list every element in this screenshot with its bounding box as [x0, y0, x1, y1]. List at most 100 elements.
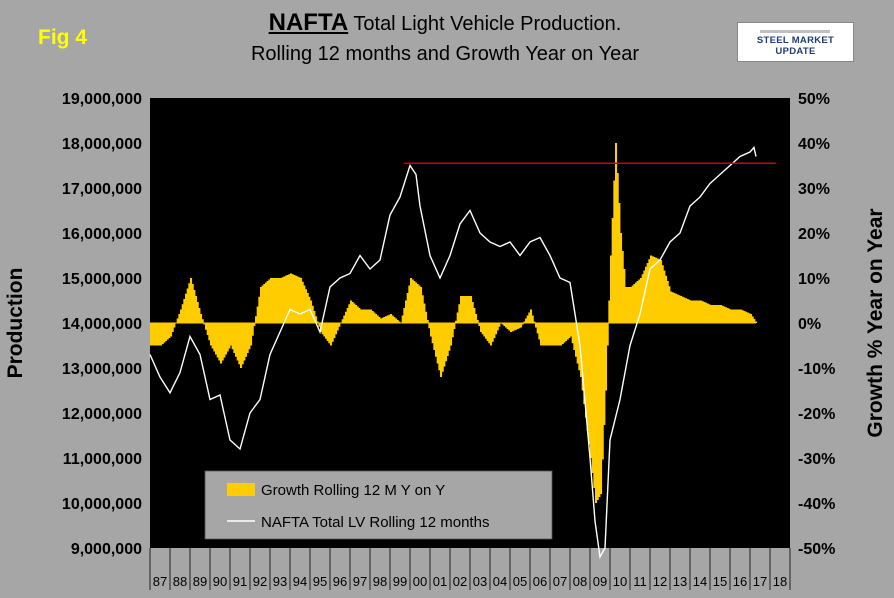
- growth-bar: [573, 323, 576, 350]
- growth-bar: [208, 323, 211, 341]
- growth-bar: [283, 276, 286, 323]
- x-tick-label: 01: [433, 574, 447, 589]
- x-tick-label: 18: [773, 574, 787, 589]
- growth-bar: [556, 323, 559, 346]
- growth-bar: [575, 323, 578, 357]
- growth-bar: [296, 276, 299, 323]
- growth-bar: [565, 323, 568, 341]
- growth-bar: [541, 323, 544, 346]
- x-tick-label: 15: [713, 574, 727, 589]
- growth-bar: [711, 305, 714, 323]
- right-axis-title: Growth % Year on Year: [864, 208, 887, 437]
- growth-bar: [576, 323, 579, 364]
- x-tick-label: 96: [333, 574, 347, 589]
- x-tick-label: 13: [673, 574, 687, 589]
- growth-bar: [615, 143, 618, 323]
- growth-bar: [275, 278, 278, 323]
- growth-bar: [481, 323, 484, 335]
- growth-bar: [545, 323, 548, 346]
- growth-bar: [551, 323, 554, 346]
- growth-bar: [240, 323, 243, 368]
- growth-bar: [353, 303, 356, 323]
- growth-bar: [538, 323, 541, 340]
- growth-bar: [540, 323, 543, 346]
- left-tick-label: 14,000,000: [62, 316, 142, 333]
- growth-bar: [253, 323, 256, 326]
- growth-bar: [605, 323, 608, 391]
- growth-bar: [346, 308, 349, 323]
- x-tick-label: 09: [593, 574, 607, 589]
- growth-bar: [186, 288, 189, 323]
- growth-bar: [728, 308, 731, 323]
- growth-bar: [495, 323, 498, 335]
- growth-bar: [721, 305, 724, 323]
- left-tick-label: 9,000,000: [71, 541, 142, 558]
- x-axis-ticks: 87 88 89 90 91 92 93 94 95 96 97 98 99 00 01 02 03 04 05 06…: [149, 548, 791, 590]
- growth-bar: [443, 323, 446, 367]
- growth-bar: [753, 319, 756, 323]
- growth-bar: [616, 173, 619, 323]
- x-tick-label: 88: [173, 574, 187, 589]
- growth-bar: [656, 258, 659, 323]
- growth-bar: [480, 323, 483, 332]
- growth-bar: [365, 309, 368, 323]
- right-tick-label: 30%: [798, 181, 830, 198]
- growth-bar: [220, 323, 223, 364]
- growth-bar: [153, 323, 156, 346]
- growth-bar: [736, 309, 739, 323]
- growth-bar: [305, 289, 308, 323]
- growth-bar: [718, 305, 721, 323]
- growth-bar: [468, 296, 471, 323]
- growth-bar: [663, 270, 666, 323]
- growth-bar: [515, 323, 518, 330]
- growth-bar: [318, 323, 321, 327]
- growth-bar: [546, 323, 549, 346]
- x-tick-label: 89: [193, 574, 207, 589]
- growth-bar: [590, 323, 593, 458]
- growth-bar: [396, 320, 399, 323]
- growth-bar: [360, 309, 363, 323]
- growth-bar: [476, 320, 479, 323]
- growth-bar: [470, 296, 473, 323]
- growth-bar: [313, 311, 316, 323]
- growth-bar: [490, 323, 493, 346]
- chart-title: NAFTA Total Light Vehicle Production. Ro…: [180, 8, 710, 69]
- growth-bar: [406, 293, 409, 323]
- growth-bar: [190, 278, 193, 323]
- growth-bar: [171, 323, 174, 332]
- growth-bar: [196, 302, 199, 323]
- growth-bar: [213, 323, 216, 352]
- growth-bar: [351, 302, 354, 323]
- growth-bar: [618, 203, 621, 323]
- growth-bar: [536, 323, 539, 334]
- growth-bar: [485, 323, 488, 339]
- growth-bar: [491, 323, 494, 342]
- growth-bar: [445, 323, 448, 362]
- x-tick-label: 99: [393, 574, 407, 589]
- growth-bar: [255, 316, 258, 323]
- growth-bar: [293, 275, 296, 323]
- legend-label-bars: Growth Rolling 12 M Y on Y: [261, 482, 445, 499]
- growth-bar: [401, 315, 404, 323]
- growth-bar: [290, 273, 293, 323]
- growth-bar: [596, 323, 599, 500]
- growth-bar: [330, 323, 333, 346]
- growth-bar: [228, 323, 231, 349]
- growth-bar: [661, 265, 664, 323]
- growth-bar: [203, 323, 206, 325]
- growth-bar: [393, 317, 396, 323]
- growth-bar: [630, 287, 633, 323]
- growth-bar: [205, 323, 208, 330]
- growth-bar: [621, 251, 624, 323]
- growth-bar: [686, 299, 689, 323]
- growth-bar: [368, 309, 371, 323]
- growth-bar: [263, 284, 266, 323]
- growth-bar: [238, 323, 241, 365]
- growth-bar: [350, 300, 353, 323]
- growth-bar: [598, 323, 601, 497]
- growth-bar: [451, 323, 454, 338]
- growth-bar: [651, 256, 654, 323]
- growth-bar: [488, 323, 491, 344]
- growth-bar: [688, 299, 691, 323]
